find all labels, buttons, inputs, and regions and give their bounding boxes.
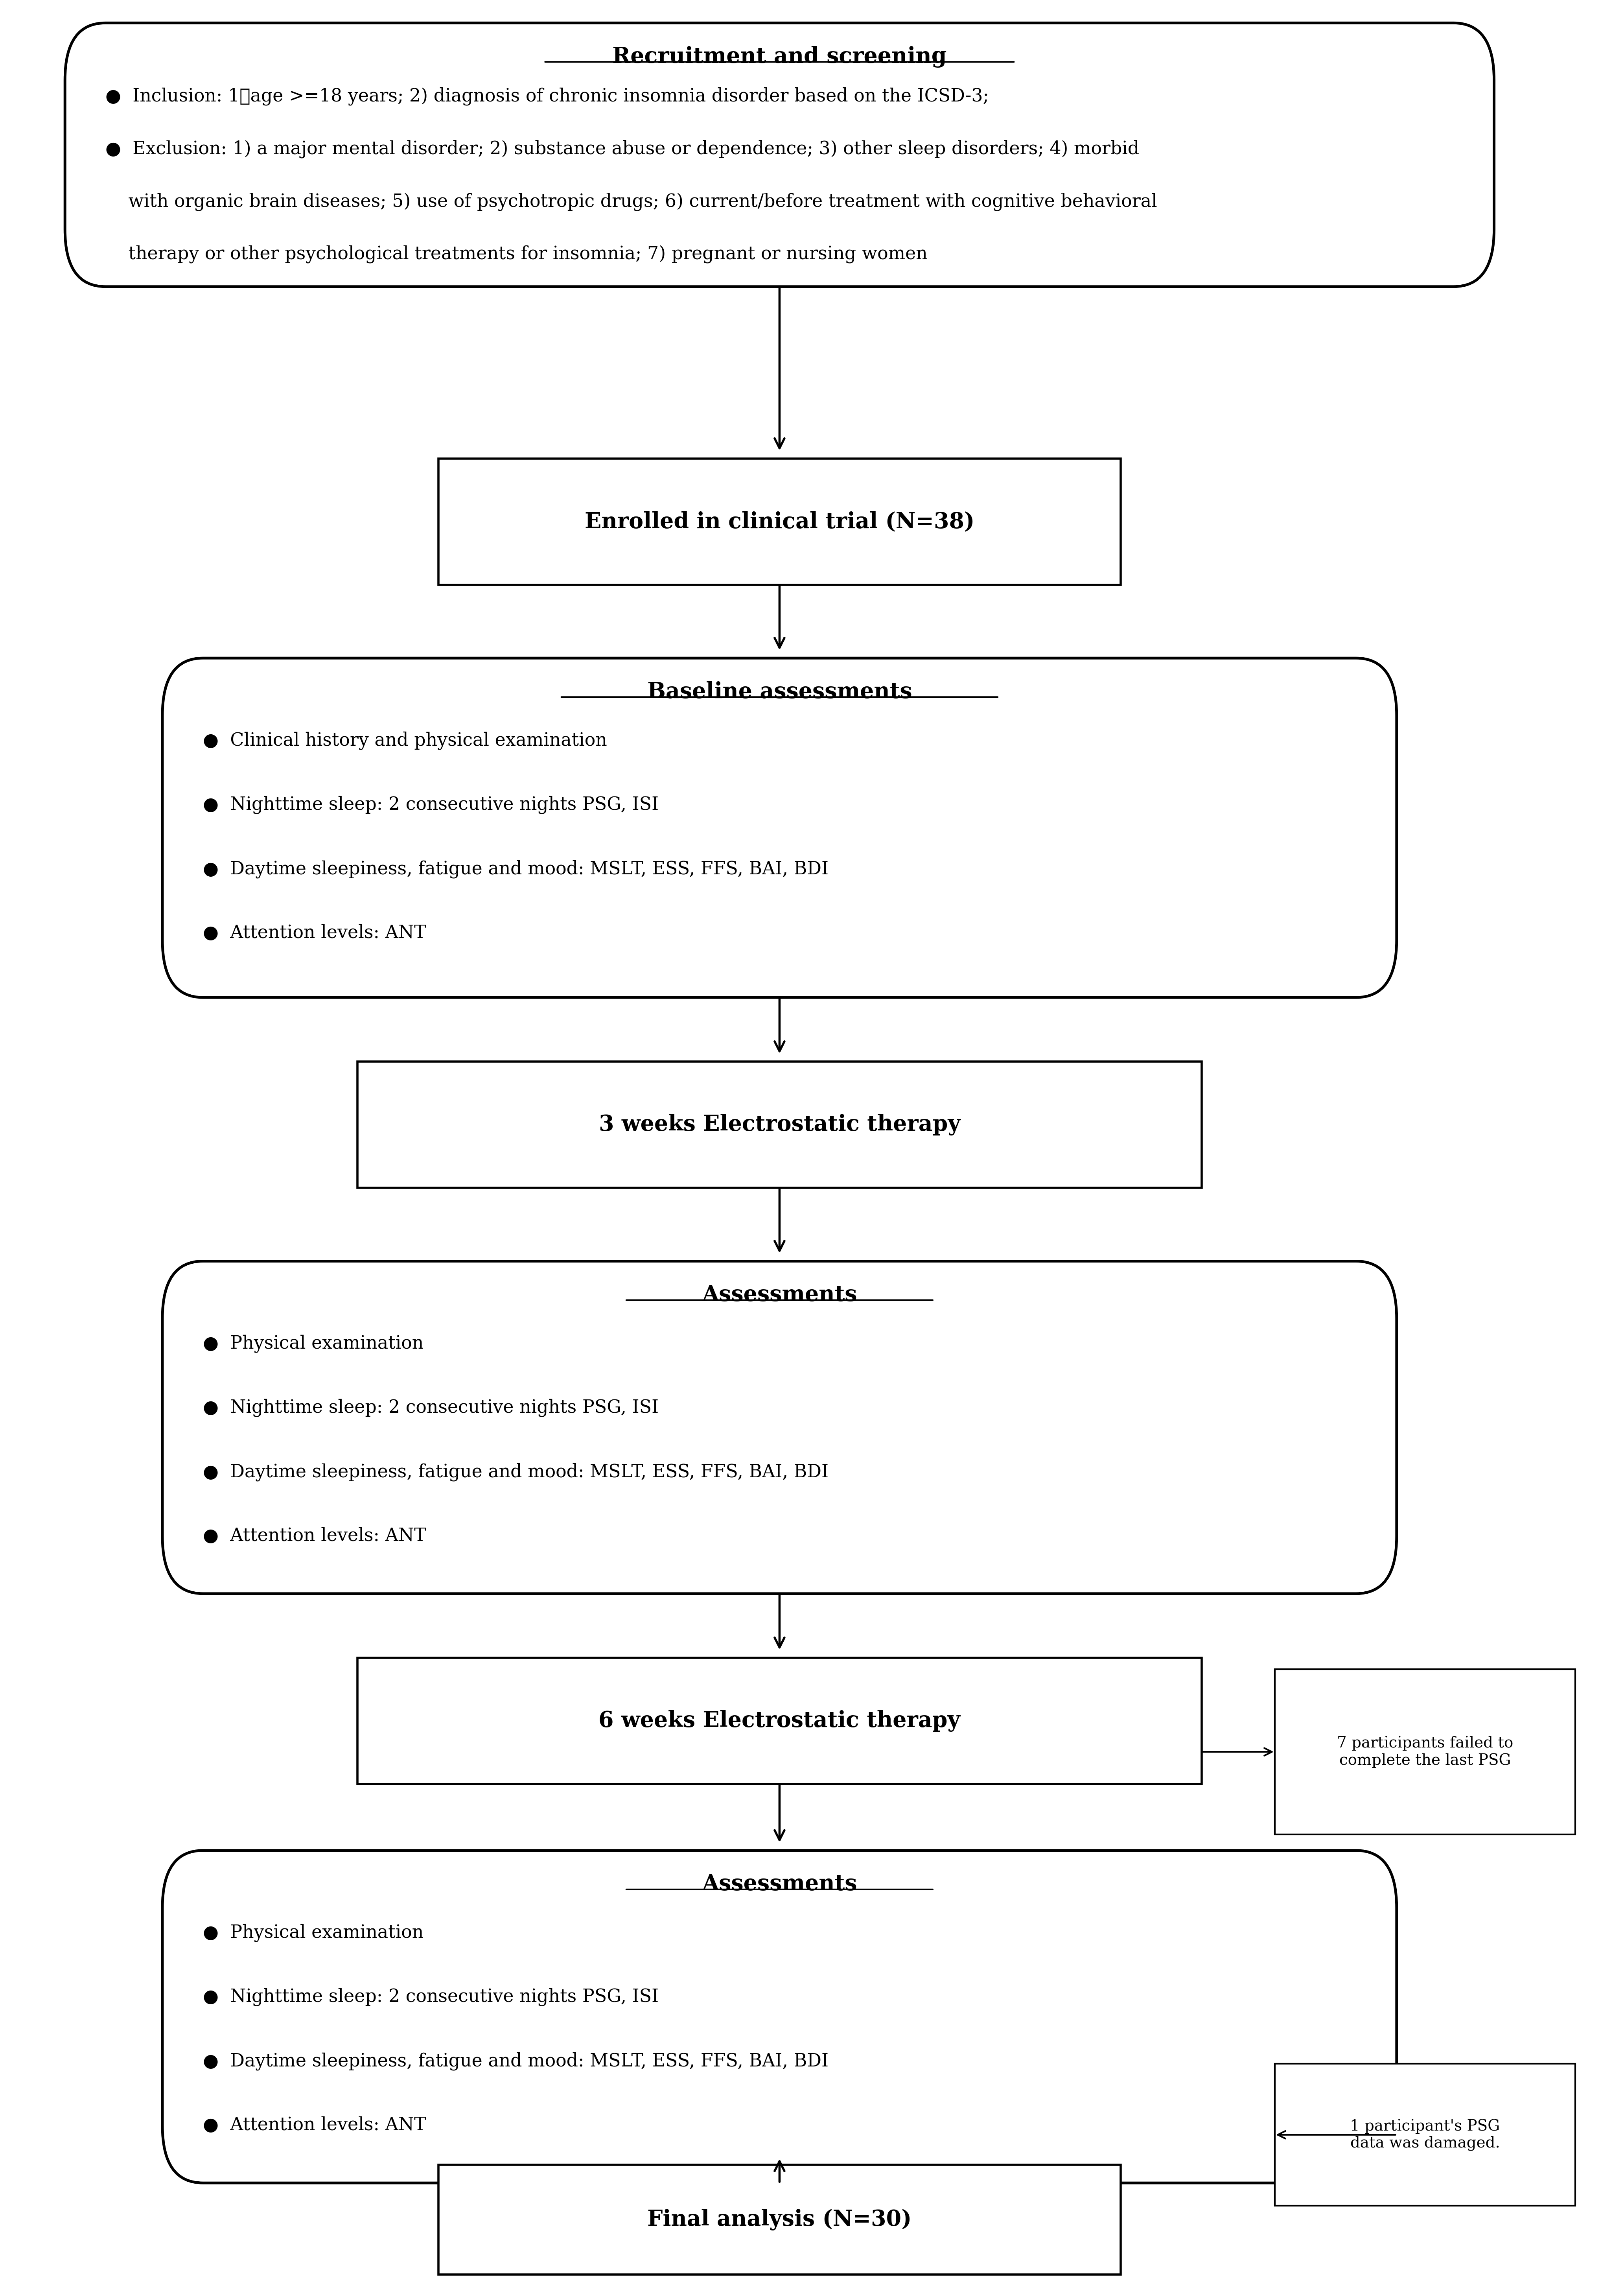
Text: ●  Nighttime sleep: 2 consecutive nights PSG, ISI: ● Nighttime sleep: 2 consecutive nights … — [203, 1988, 659, 2006]
FancyBboxPatch shape — [162, 658, 1397, 997]
Text: Assessments: Assessments — [702, 1873, 857, 1894]
Text: Assessments: Assessments — [702, 1284, 857, 1305]
Text: ●  Attention levels: ANT: ● Attention levels: ANT — [203, 2116, 425, 2135]
FancyBboxPatch shape — [438, 459, 1121, 585]
Text: with organic brain diseases; 5) use of psychotropic drugs; 6) current/before tre: with organic brain diseases; 5) use of p… — [106, 193, 1158, 211]
Text: Final analysis (N=30): Final analysis (N=30) — [648, 2208, 911, 2231]
Text: ●  Daytime sleepiness, fatigue and mood: MSLT, ESS, FFS, BAI, BDI: ● Daytime sleepiness, fatigue and mood: … — [203, 2052, 828, 2071]
Text: ●  Physical examination: ● Physical examination — [203, 1335, 424, 1353]
Text: Recruitment and screening: Recruitment and screening — [612, 46, 947, 66]
FancyBboxPatch shape — [1275, 2064, 1575, 2206]
Text: 6 weeks Electrostatic therapy: 6 weeks Electrostatic therapy — [599, 1711, 960, 1731]
FancyBboxPatch shape — [438, 2165, 1121, 2275]
Text: ●  Physical examination: ● Physical examination — [203, 1924, 424, 1942]
FancyBboxPatch shape — [162, 1850, 1397, 2183]
Text: therapy or other psychological treatments for insomnia; 7) pregnant or nursing w: therapy or other psychological treatment… — [106, 245, 927, 264]
FancyBboxPatch shape — [65, 23, 1494, 287]
Text: 7 participants failed to
complete the last PSG: 7 participants failed to complete the la… — [1337, 1736, 1514, 1768]
Text: 1 participant's PSG
data was damaged.: 1 participant's PSG data was damaged. — [1350, 2119, 1501, 2151]
Text: Baseline assessments: Baseline assessments — [646, 681, 913, 702]
FancyBboxPatch shape — [357, 1658, 1202, 1784]
Text: ●  Exclusion: 1) a major mental disorder; 2) substance abuse or dependence; 3) o: ● Exclusion: 1) a major mental disorder;… — [106, 140, 1140, 158]
Text: ●  Daytime sleepiness, fatigue and mood: MSLT, ESS, FFS, BAI, BDI: ● Daytime sleepiness, fatigue and mood: … — [203, 860, 828, 878]
Text: ●  Attention levels: ANT: ● Attention levels: ANT — [203, 1527, 425, 1545]
Text: ●  Nighttime sleep: 2 consecutive nights PSG, ISI: ● Nighttime sleep: 2 consecutive nights … — [203, 1399, 659, 1417]
Text: ●  Daytime sleepiness, fatigue and mood: MSLT, ESS, FFS, BAI, BDI: ● Daytime sleepiness, fatigue and mood: … — [203, 1463, 828, 1481]
Text: ●  Attention levels: ANT: ● Attention levels: ANT — [203, 924, 425, 942]
Text: ●  Inclusion: 1）age >=18 years; 2) diagnosis of chronic insomnia disorder based : ● Inclusion: 1）age >=18 years; 2) diagno… — [106, 87, 989, 105]
Text: 3 weeks Electrostatic therapy: 3 weeks Electrostatic therapy — [599, 1114, 960, 1135]
Text: ●  Clinical history and physical examination: ● Clinical history and physical examinat… — [203, 731, 607, 750]
FancyBboxPatch shape — [162, 1261, 1397, 1594]
FancyBboxPatch shape — [357, 1062, 1202, 1188]
Text: ●  Nighttime sleep: 2 consecutive nights PSG, ISI: ● Nighttime sleep: 2 consecutive nights … — [203, 796, 659, 814]
FancyBboxPatch shape — [1275, 1669, 1575, 1834]
Text: Enrolled in clinical trial (N=38): Enrolled in clinical trial (N=38) — [585, 511, 974, 532]
